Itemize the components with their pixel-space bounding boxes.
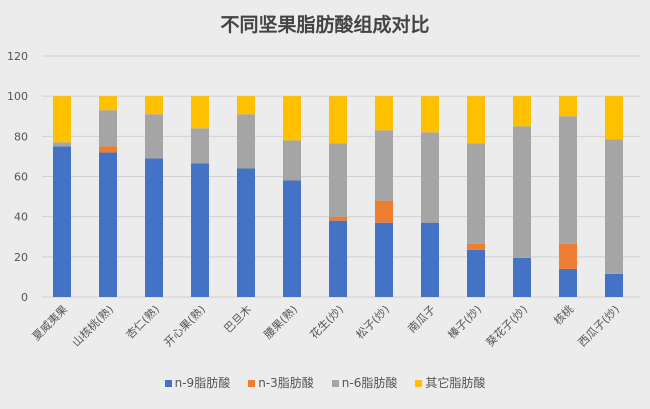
legend-item: n-3脂肪酸 bbox=[248, 376, 314, 390]
bar-segment bbox=[375, 130, 393, 201]
bar-segment bbox=[191, 128, 209, 164]
legend-label: 其它脂肪酸 bbox=[425, 376, 486, 390]
bar-segment bbox=[605, 139, 623, 274]
bar-segment bbox=[145, 96, 163, 115]
chart-title: 不同坚果脂肪酸组成对比 bbox=[220, 14, 430, 36]
bar-segment bbox=[421, 222, 439, 297]
bar-segment bbox=[329, 96, 347, 144]
bar-segment bbox=[559, 96, 577, 117]
legend-item: n-9脂肪酸 bbox=[164, 376, 231, 390]
bar-segment bbox=[237, 114, 255, 169]
bar-segment bbox=[237, 168, 255, 297]
y-tick-label: 80 bbox=[14, 130, 28, 143]
x-tick-label: 腰果(熟) bbox=[261, 302, 300, 341]
legend-item: n-6脂肪酸 bbox=[331, 376, 398, 390]
bar-segment bbox=[421, 96, 439, 133]
bar-segment bbox=[329, 220, 347, 297]
legend-swatch bbox=[415, 380, 423, 387]
legend-label: n-3脂肪酸 bbox=[258, 376, 314, 390]
legend-label: n-6脂肪酸 bbox=[341, 376, 398, 390]
legend: n-9脂肪酸 n-3脂肪酸 n-6脂肪酸 其它脂肪酸 bbox=[0, 374, 650, 391]
bar-segment bbox=[467, 249, 485, 297]
x-tick-label: 西瓜子(炒) bbox=[576, 303, 622, 349]
x-tick-label: 榛子(炒) bbox=[446, 303, 485, 342]
bar-segment bbox=[605, 96, 623, 140]
bar-segment bbox=[283, 96, 301, 141]
legend-swatch bbox=[248, 380, 256, 387]
legend-item: 其它脂肪酸 bbox=[415, 376, 485, 390]
bar-segment bbox=[375, 200, 393, 223]
legend-swatch bbox=[331, 380, 339, 387]
x-tick-label: 葵花子(炒) bbox=[484, 303, 530, 349]
legend-swatch bbox=[164, 380, 172, 387]
bar-segment bbox=[513, 126, 531, 258]
bar-segment bbox=[145, 114, 163, 159]
x-tick-label: 南瓜子 bbox=[406, 303, 439, 336]
bar-segment bbox=[53, 146, 71, 297]
bar-segment bbox=[237, 96, 255, 115]
x-tick-label: 山核桃(熟) bbox=[69, 302, 116, 349]
bar-segment bbox=[605, 273, 623, 297]
x-tick-label: 松子(炒) bbox=[353, 302, 392, 341]
bar-segment bbox=[329, 143, 347, 217]
bar-segment bbox=[99, 110, 117, 147]
y-tick-label: 120 bbox=[7, 50, 28, 63]
x-tick-label: 巴旦木 bbox=[222, 303, 255, 336]
bar-segment bbox=[191, 96, 209, 129]
bar-segment bbox=[467, 143, 485, 244]
y-tick-label: 100 bbox=[7, 90, 28, 103]
bar-segment bbox=[513, 96, 531, 127]
bar-segment bbox=[467, 96, 485, 144]
bar-segment bbox=[559, 243, 577, 269]
bar-segment bbox=[283, 140, 301, 181]
y-tick-label: 0 bbox=[21, 291, 28, 304]
x-tick-label: 核桃 bbox=[551, 302, 576, 327]
x-tick-label: 开心果(熟) bbox=[161, 302, 208, 349]
bar-segment bbox=[559, 116, 577, 244]
x-tick-label: 花生(炒) bbox=[307, 302, 346, 341]
bar-segment bbox=[513, 257, 531, 297]
bar-segment bbox=[145, 158, 163, 297]
bar-segment bbox=[283, 180, 301, 297]
bar-segment bbox=[191, 163, 209, 297]
legend-label: n-9脂肪酸 bbox=[174, 376, 231, 390]
bar-segment bbox=[467, 243, 485, 250]
x-tick-label: 杏仁(熟) bbox=[123, 302, 162, 341]
y-tick-label: 20 bbox=[14, 251, 28, 264]
bar-segment bbox=[53, 142, 71, 147]
bar-segment bbox=[53, 96, 71, 143]
bar-segment bbox=[99, 146, 117, 153]
bar-segment bbox=[99, 152, 117, 297]
bar-segment bbox=[329, 216, 347, 221]
y-tick-label: 60 bbox=[14, 171, 28, 184]
bar-segment bbox=[375, 222, 393, 297]
y-tick-label: 40 bbox=[14, 211, 28, 224]
bar-segment bbox=[559, 268, 577, 297]
x-tick-label: 夏威夷果 bbox=[30, 303, 70, 343]
bar-segment bbox=[99, 96, 117, 111]
bar-segment bbox=[375, 96, 393, 131]
bar-segment bbox=[421, 132, 439, 223]
